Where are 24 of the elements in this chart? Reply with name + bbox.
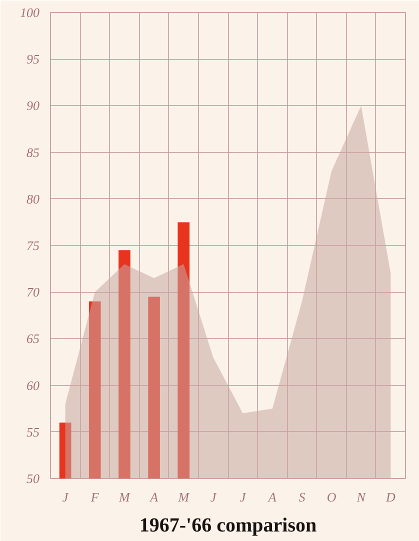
- x-tick-label: M: [177, 490, 190, 504]
- text: 1967-'66 comparison: [139, 514, 317, 536]
- x-tick-label: S: [298, 490, 306, 504]
- x-tick-label: F: [90, 490, 100, 504]
- y-tick-label: 95: [26, 52, 40, 67]
- y-tick-label: 70: [26, 284, 40, 300]
- y-tick-label: 80: [26, 191, 40, 206]
- y-tick-label: 55: [26, 424, 40, 440]
- y-tick-label: 100: [20, 5, 40, 20]
- x-tick-label: N: [356, 490, 367, 504]
- x-tick-label: O: [326, 490, 337, 504]
- x-tick-label: A: [267, 490, 276, 504]
- y-tick-label: 60: [26, 378, 40, 393]
- x-tick-label: J: [210, 490, 218, 504]
- x-tick-label: M: [118, 490, 132, 504]
- x-tick-label: A: [149, 490, 158, 504]
- x-tick-label: J: [62, 490, 70, 504]
- y-tick-label: 90: [26, 98, 40, 114]
- x-tick-label: D: [385, 490, 396, 504]
- y-tick-label: 65: [26, 331, 40, 346]
- y-tick-label: 50: [26, 471, 40, 486]
- y-tick-label: 85: [26, 144, 40, 160]
- y-tick-label: 75: [26, 238, 40, 253]
- x-tick-label: J: [240, 490, 247, 504]
